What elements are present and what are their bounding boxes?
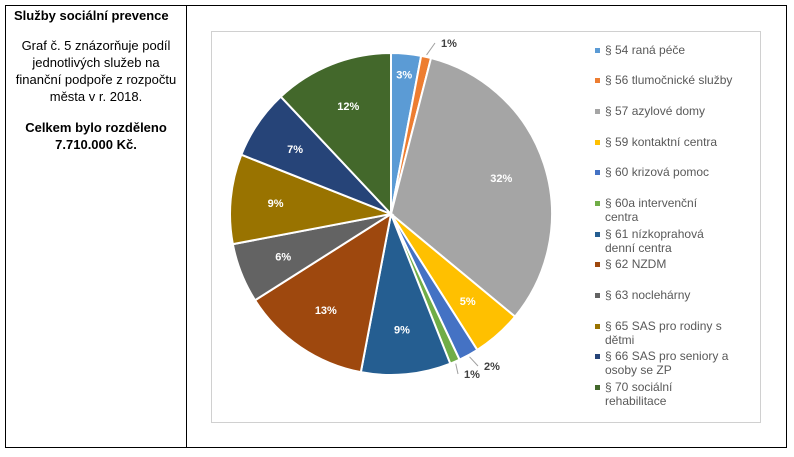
legend-label: § 66 SAS pro seniory a osoby se ZP bbox=[605, 349, 729, 377]
legend-label: § 54 raná péče bbox=[605, 43, 685, 57]
table-frame bbox=[5, 5, 787, 448]
legend-swatch bbox=[595, 262, 600, 267]
legend-label: § 65 SAS pro rodiny s dětmi bbox=[605, 319, 722, 347]
panel-description: Graf č. 5 znázorňuje podíl jednotlivých … bbox=[15, 38, 177, 104]
legend-label: § 57 azylové domy bbox=[605, 104, 705, 118]
data-label: 12% bbox=[337, 101, 359, 113]
pie-slice bbox=[253, 211, 393, 374]
legend-swatch bbox=[595, 78, 600, 83]
data-label: 1% bbox=[441, 38, 457, 50]
data-label: 13% bbox=[315, 305, 337, 317]
column-divider bbox=[186, 5, 187, 448]
legend-swatch bbox=[595, 170, 600, 175]
legend-swatch bbox=[595, 232, 600, 237]
legend-swatch bbox=[595, 48, 600, 53]
description-panel: Služby sociální prevence Graf č. 5 znázo… bbox=[6, 8, 186, 153]
data-label: 2% bbox=[484, 361, 500, 373]
legend-label: § 60a intervenční centra bbox=[605, 196, 698, 224]
legend-label: § 56 tlumočnické služby bbox=[605, 73, 732, 87]
legend-swatch bbox=[595, 201, 600, 206]
data-label: 9% bbox=[394, 324, 410, 336]
data-label: 7% bbox=[287, 144, 303, 156]
data-label: 5% bbox=[460, 296, 476, 308]
data-label: 1% bbox=[464, 369, 480, 381]
legend-label: § 62 NZDM bbox=[605, 257, 666, 271]
data-label: 9% bbox=[268, 198, 284, 210]
pie-slice bbox=[279, 51, 392, 217]
legend-swatch bbox=[595, 109, 600, 114]
data-label: 3% bbox=[396, 70, 412, 82]
legend-swatch bbox=[595, 354, 600, 359]
data-label: 32% bbox=[490, 173, 512, 185]
chart-area bbox=[211, 31, 761, 423]
legend-swatch bbox=[595, 385, 600, 390]
legend-label: § 70 sociální rehabilitace bbox=[605, 380, 673, 408]
legend-swatch bbox=[595, 140, 600, 145]
legend-label: § 61 nízkoprahová denní centra bbox=[605, 227, 704, 255]
leader-line bbox=[455, 363, 459, 375]
panel-title: Služby sociální prevence bbox=[14, 8, 169, 23]
pie-slice bbox=[359, 210, 452, 376]
data-label: 6% bbox=[275, 252, 291, 264]
pie-slice bbox=[389, 56, 553, 319]
legend-swatch bbox=[595, 324, 600, 329]
pie-slice bbox=[229, 153, 395, 246]
panel-total: Celkem bylo rozděleno 7.710.000 Kč. bbox=[25, 120, 167, 152]
legend-label: § 59 kontaktní centra bbox=[605, 135, 717, 149]
leader-line bbox=[426, 42, 436, 56]
leader-line bbox=[469, 356, 479, 367]
legend-label: § 63 noclehárny bbox=[605, 288, 690, 302]
legend-label: § 60 krizová pomoc bbox=[605, 165, 709, 179]
legend-swatch bbox=[595, 293, 600, 298]
